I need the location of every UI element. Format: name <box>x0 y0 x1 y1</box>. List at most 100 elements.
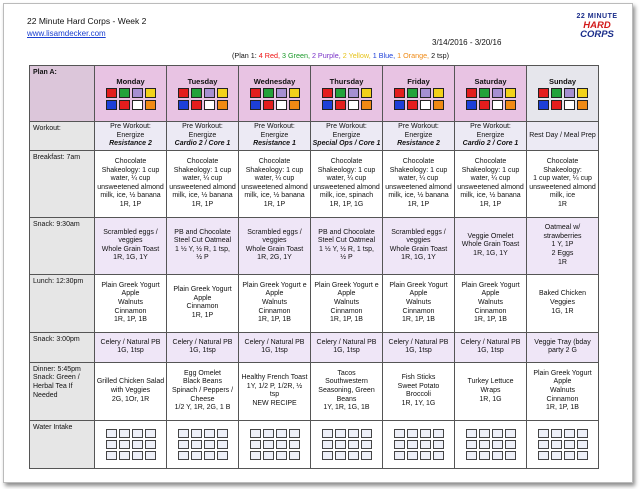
water-checkbox[interactable] <box>275 450 287 460</box>
water-checkbox[interactable] <box>478 439 490 449</box>
day-header-tuesday: Tuesday <box>166 65 239 122</box>
water-checkbox-grid <box>168 428 237 460</box>
water-checkbox[interactable] <box>262 428 274 438</box>
red-container-box <box>249 88 261 99</box>
water-checkbox[interactable] <box>419 428 431 438</box>
water-checkbox[interactable] <box>144 428 156 438</box>
water-checkbox[interactable] <box>249 428 261 438</box>
water-checkbox[interactable] <box>144 439 156 449</box>
water-checkbox[interactable] <box>406 428 418 438</box>
workout-pre: Pre Workout: Energize <box>398 123 439 139</box>
water-checkbox[interactable] <box>550 439 562 449</box>
water-checkbox[interactable] <box>465 439 477 449</box>
water-checkbox[interactable] <box>576 439 588 449</box>
water-checkbox[interactable] <box>321 450 333 460</box>
water-checkbox[interactable] <box>288 439 300 449</box>
water-checkbox[interactable] <box>537 450 549 460</box>
water-checkbox[interactable] <box>406 439 418 449</box>
water-checkbox[interactable] <box>105 428 117 438</box>
water-checkbox[interactable] <box>118 439 130 449</box>
water-checkbox[interactable] <box>203 439 215 449</box>
water-checkbox[interactable] <box>537 439 549 449</box>
water-checkbox[interactable] <box>190 428 202 438</box>
water-checkbox[interactable] <box>465 428 477 438</box>
water-checkbox[interactable] <box>321 428 333 438</box>
water-checkbox[interactable] <box>406 450 418 460</box>
water-checkbox[interactable] <box>432 450 444 460</box>
water-checkbox[interactable] <box>576 450 588 460</box>
water-checkbox[interactable] <box>563 450 575 460</box>
water-checkbox[interactable] <box>347 428 359 438</box>
water-checkbox[interactable] <box>432 428 444 438</box>
water-checkbox[interactable] <box>131 450 143 460</box>
lunch-text: Apple <box>121 290 140 298</box>
snack1-text: 1R, 1G, 1Y <box>473 250 508 258</box>
water-checkbox[interactable] <box>347 450 359 460</box>
water-checkbox[interactable] <box>465 450 477 460</box>
water-checkbox[interactable] <box>334 450 346 460</box>
water-checkbox[interactable] <box>216 450 228 460</box>
water-checkbox[interactable] <box>504 428 516 438</box>
water-checkbox[interactable] <box>131 428 143 438</box>
water-checkbox[interactable] <box>478 450 490 460</box>
water-checkbox[interactable] <box>190 450 202 460</box>
water-checkbox[interactable] <box>393 439 405 449</box>
water-checkbox[interactable] <box>131 439 143 449</box>
water-checkbox[interactable] <box>504 439 516 449</box>
water-checkbox[interactable] <box>203 428 215 438</box>
breakfast-text: unsweetened almond <box>241 183 308 191</box>
water-checkbox[interactable] <box>249 450 261 460</box>
water-cell <box>454 419 527 469</box>
water-checkbox[interactable] <box>288 450 300 460</box>
water-checkbox[interactable] <box>177 428 189 438</box>
water-checkbox[interactable] <box>550 428 562 438</box>
red-container-box <box>262 100 274 111</box>
workout-name: Resistance 2 <box>109 140 152 148</box>
water-checkbox[interactable] <box>360 439 372 449</box>
water-checkbox[interactable] <box>321 439 333 449</box>
water-checkbox[interactable] <box>334 428 346 438</box>
water-checkbox[interactable] <box>491 450 503 460</box>
water-checkbox[interactable] <box>491 428 503 438</box>
water-checkbox[interactable] <box>249 439 261 449</box>
water-checkbox[interactable] <box>393 428 405 438</box>
breakfast-text: milk, ice, ½ banana <box>100 192 161 200</box>
water-checkbox[interactable] <box>190 439 202 449</box>
water-checkbox[interactable] <box>118 428 130 438</box>
water-checkbox[interactable] <box>275 439 287 449</box>
water-checkbox[interactable] <box>177 439 189 449</box>
water-checkbox[interactable] <box>563 439 575 449</box>
water-checkbox[interactable] <box>203 450 215 460</box>
water-checkbox[interactable] <box>360 450 372 460</box>
water-checkbox[interactable] <box>275 428 287 438</box>
water-checkbox[interactable] <box>576 428 588 438</box>
water-checkbox[interactable] <box>504 450 516 460</box>
breakfast-cell: Chocolate Shakeology: 1 cup water, ¼ cup un… <box>454 149 527 218</box>
water-checkbox[interactable] <box>118 450 130 460</box>
water-checkbox[interactable] <box>216 439 228 449</box>
water-checkbox[interactable] <box>347 439 359 449</box>
water-checkbox[interactable] <box>419 450 431 460</box>
water-checkbox[interactable] <box>177 450 189 460</box>
water-checkbox[interactable] <box>262 439 274 449</box>
water-checkbox[interactable] <box>360 428 372 438</box>
water-checkbox[interactable] <box>393 450 405 460</box>
water-checkbox[interactable] <box>491 439 503 449</box>
water-checkbox[interactable] <box>105 439 117 449</box>
website-link[interactable]: www.lisamdecker.com <box>27 29 106 38</box>
water-checkbox[interactable] <box>550 450 562 460</box>
water-checkbox[interactable] <box>537 428 549 438</box>
lunch-row: Lunch: 12:30pm Plain Greek Yogurt Apple Wa… <box>29 273 599 333</box>
water-checkbox[interactable] <box>216 428 228 438</box>
water-checkbox[interactable] <box>478 428 490 438</box>
water-checkbox[interactable] <box>432 439 444 449</box>
water-checkbox[interactable] <box>288 428 300 438</box>
green-container-box <box>334 88 346 99</box>
water-checkbox[interactable] <box>334 439 346 449</box>
water-checkbox[interactable] <box>262 450 274 460</box>
water-checkbox[interactable] <box>144 450 156 460</box>
water-checkbox[interactable] <box>419 439 431 449</box>
water-checkbox[interactable] <box>563 428 575 438</box>
lunch-text: Plain Greek Yogurt <box>389 281 448 289</box>
water-checkbox[interactable] <box>105 450 117 460</box>
